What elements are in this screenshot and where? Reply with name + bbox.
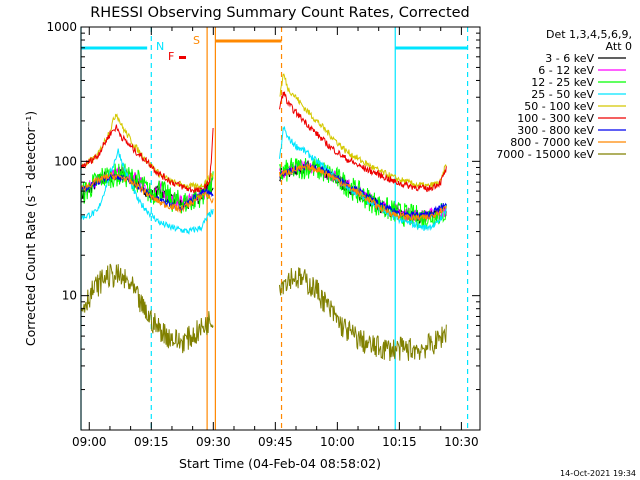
- series-8: [80, 263, 447, 362]
- x-tick-label: 09:00: [72, 435, 107, 449]
- legend-entry-0: 3 - 6 keV: [545, 52, 594, 65]
- plot-frame: [80, 26, 481, 431]
- series-line-3-0: [80, 148, 214, 235]
- x-tick-label: 09:15: [134, 435, 169, 449]
- series-4: [80, 73, 447, 191]
- x-tick-label: 09:45: [258, 435, 293, 449]
- legend-entry-3: 25 - 50 keV: [531, 88, 594, 101]
- legend-entry-8: 7000 - 15000 keV: [496, 148, 594, 161]
- x-tick-label: 10:00: [320, 435, 355, 449]
- series-line-7-0: [80, 171, 214, 214]
- annotation-f: F: [168, 50, 174, 63]
- y-tick-label: 100: [54, 154, 77, 168]
- chart-title: RHESSI Observing Summary Count Rates, Co…: [90, 5, 470, 21]
- series-line-7-1: [279, 162, 447, 222]
- legend-header: Att 0: [606, 40, 632, 53]
- series-6: [80, 162, 447, 220]
- x-tick-label: 10:15: [382, 435, 417, 449]
- series-line-4-1: [279, 73, 447, 190]
- series-5: [80, 91, 447, 194]
- legend-entry-1: 6 - 12 keV: [538, 64, 594, 77]
- series-line-8-1: [279, 267, 447, 362]
- legend-entry-6: 300 - 800 keV: [517, 124, 594, 137]
- y-axis-label: Corrected Count Rate (s⁻¹ detector⁻¹): [23, 111, 38, 346]
- x-tick-label: 09:30: [196, 435, 231, 449]
- series-line-5-0: [80, 124, 214, 194]
- axes: [80, 26, 481, 431]
- legend-entry-2: 12 - 25 keV: [531, 76, 594, 89]
- annotation-n: N: [156, 40, 164, 53]
- legend-entry-4: 50 - 100 keV: [524, 100, 594, 113]
- legend-entry-5: 100 - 300 keV: [517, 112, 594, 125]
- x-tick-label: 10:30: [444, 435, 479, 449]
- time-bands: [80, 27, 469, 430]
- series-line-3-1: [279, 126, 447, 232]
- legend-header: Det 1,3,4,5,6,9,: [546, 28, 632, 41]
- series-3: [80, 126, 447, 235]
- flare-marker: [179, 56, 186, 59]
- y-tick-label: 1000: [46, 20, 77, 34]
- series-line-2-0: [80, 163, 214, 214]
- series-layer: [80, 73, 447, 362]
- labels: NF S 10 100 1000 09:00 09:15 09:30 09:45 10:00 10:…: [23, 5, 636, 478]
- series-7: [80, 162, 447, 222]
- y-tick-label: 10: [62, 289, 77, 303]
- legend-entry-7: 800 - 7000 keV: [510, 136, 594, 149]
- annotation-s: S: [193, 34, 200, 47]
- series-line-5-1: [279, 91, 447, 193]
- series-line-8-0: [80, 263, 214, 354]
- footer-timestamp: 14-Oct-2021 19:34: [560, 469, 636, 478]
- x-axis-label: Start Time (04-Feb-04 08:58:02): [179, 456, 381, 471]
